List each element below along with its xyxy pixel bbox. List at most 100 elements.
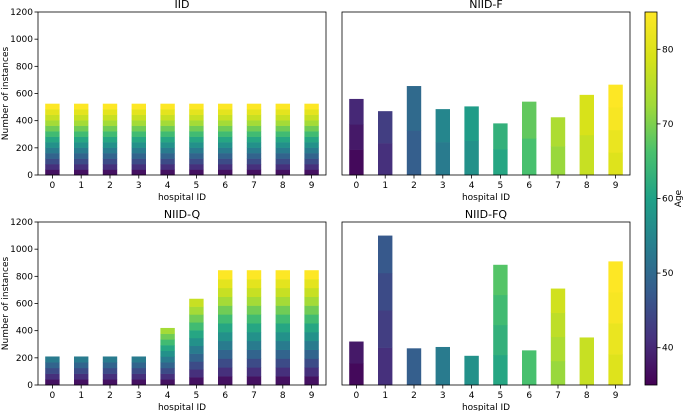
- colorbar-tick-label: 40: [662, 344, 674, 354]
- bar-segment: [493, 264, 508, 296]
- bar-segment: [493, 354, 508, 386]
- bar-segment: [160, 109, 175, 115]
- bar-segment: [45, 373, 60, 380]
- x-tick-label: 7: [555, 181, 561, 191]
- bar-segment: [218, 323, 233, 333]
- bar-segment: [189, 120, 204, 126]
- bar-segment: [74, 356, 89, 363]
- bar-segment: [304, 153, 319, 159]
- bar-segment: [275, 136, 290, 143]
- bar-segment: [189, 169, 204, 176]
- x-tick-label: 3: [136, 391, 142, 401]
- bar-segment: [464, 106, 479, 141]
- bar-segment: [102, 142, 118, 148]
- bar-segment: [102, 362, 118, 369]
- colorbar-tick-label: 70: [662, 120, 674, 130]
- axes-frame: [341, 11, 631, 176]
- colorbar: 40 50 60 70 80 Age: [644, 11, 684, 386]
- bar-segment: [218, 305, 233, 315]
- y-tick-label: 200: [16, 354, 33, 364]
- x-tick-label: 7: [251, 181, 257, 191]
- bar-segment: [435, 109, 450, 143]
- x-axis-label: hospital ID: [462, 193, 510, 203]
- bar-segment: [493, 149, 508, 176]
- bar-segment: [74, 164, 89, 170]
- bar-segment: [160, 356, 175, 363]
- bar-segment: [304, 323, 319, 333]
- bar-segment: [218, 358, 233, 368]
- subplot-iid: 0 1 2 3 4 5 6 7 8 9 0 200 400 600 800 1000 1200 IID hospit…: [1, 0, 327, 203]
- bar-segment: [102, 120, 118, 126]
- bar-segment: [550, 146, 566, 176]
- bar-segment: [493, 123, 508, 150]
- bar-segment: [102, 164, 118, 170]
- bar-segment: [246, 120, 262, 126]
- y-tick-label: 1000: [10, 245, 33, 255]
- x-axis-label: hospital ID: [158, 403, 206, 411]
- bar-segment: [160, 136, 175, 143]
- bar-segment: [304, 103, 319, 110]
- bar-segment: [246, 279, 262, 289]
- bar-segment: [218, 109, 233, 115]
- x-tick-label: 4: [165, 181, 171, 191]
- bar-segment: [131, 379, 146, 386]
- bar-segment: [189, 369, 204, 378]
- bar-segment: [131, 103, 146, 110]
- bar-segment: [246, 323, 262, 333]
- bar-segment: [74, 373, 89, 380]
- bar-segment: [304, 158, 319, 165]
- bar-segment: [102, 131, 118, 137]
- bar-segment: [246, 131, 262, 137]
- bar-segment: [218, 142, 233, 148]
- bar-segment: [464, 355, 479, 386]
- bar-segment: [464, 140, 479, 176]
- bar-segment: [349, 98, 364, 125]
- bar-segment: [160, 373, 175, 380]
- bar-segment: [102, 114, 118, 121]
- colorbar-tick-label: 80: [662, 45, 674, 55]
- bar-segment: [160, 169, 175, 176]
- bar-segment: [522, 138, 537, 176]
- bar-segment: [275, 147, 290, 154]
- bar-segment: [579, 134, 594, 176]
- bar-segment: [550, 288, 566, 313]
- bar-segment: [218, 153, 233, 159]
- bar-segment: [131, 136, 146, 143]
- bar-segment: [74, 153, 89, 159]
- subplot-niid-fq: 0 1 2 3 4 5 6 7 8 9 NIID-FQ hospital ID: [341, 208, 631, 411]
- bar-segment: [378, 347, 393, 386]
- bar-segment: [102, 367, 118, 374]
- bar-segment: [304, 125, 319, 132]
- x-tick-label: 5: [498, 181, 504, 191]
- bar-segment: [275, 279, 290, 289]
- colorbar-tick-label: 50: [662, 269, 674, 279]
- bar-segment: [246, 367, 262, 377]
- bar-segment: [608, 129, 623, 153]
- colorbar-tick-label: 60: [662, 195, 674, 205]
- bar-segment: [189, 322, 204, 331]
- bar-segment: [275, 314, 290, 324]
- bar-segment: [304, 164, 319, 170]
- bar-segment: [275, 332, 290, 342]
- bar-segment: [304, 270, 319, 280]
- bar-segment: [246, 109, 262, 115]
- bar-segment: [246, 270, 262, 280]
- x-tick-label: 8: [280, 181, 286, 191]
- subplot-title: NIID-Q: [164, 208, 201, 221]
- bar-segment: [45, 125, 60, 132]
- bar-segment: [275, 158, 290, 165]
- subplot-title: NIID-FQ: [465, 208, 507, 221]
- bar-segment: [275, 164, 290, 170]
- x-tick-label: 5: [194, 181, 200, 191]
- x-tick-label: 7: [251, 391, 257, 401]
- x-tick-label: 9: [309, 181, 315, 191]
- bar-segment: [304, 314, 319, 324]
- bar-segment: [522, 350, 537, 386]
- bar-segment: [275, 109, 290, 115]
- bar-segment: [608, 323, 623, 355]
- y-tick-label: 0: [27, 171, 33, 181]
- bar-segment: [608, 107, 623, 131]
- bar-segment: [275, 358, 290, 368]
- bar-segment: [550, 336, 566, 362]
- bar-segment: [45, 103, 60, 110]
